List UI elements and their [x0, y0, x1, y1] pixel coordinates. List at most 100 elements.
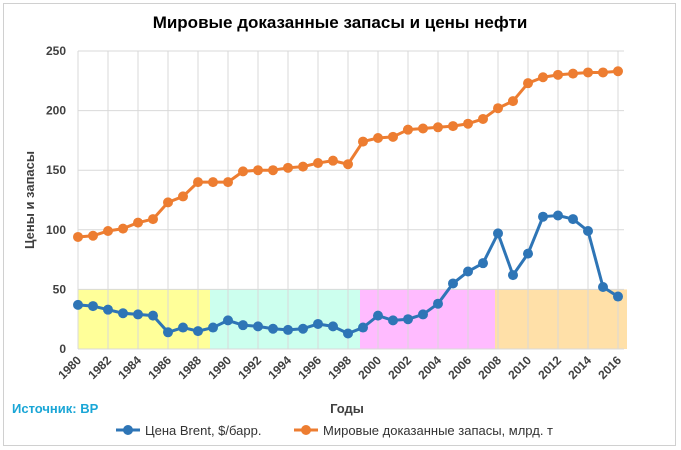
data-point: [493, 228, 503, 239]
data-point: [478, 113, 488, 124]
data-point: [298, 323, 308, 334]
x-tick-label: 2012: [535, 353, 564, 382]
data-point: [463, 266, 473, 277]
data-point: [388, 131, 398, 142]
data-point: [103, 304, 113, 315]
x-tick-label: 1988: [175, 353, 204, 382]
data-point: [358, 322, 368, 333]
data-point: [163, 327, 173, 338]
data-point: [238, 320, 248, 331]
data-point: [493, 103, 503, 114]
data-point: [448, 278, 458, 289]
data-point: [313, 158, 323, 169]
data-point: [253, 321, 263, 332]
y-tick-label: 0: [59, 342, 66, 356]
x-tick-label: 1990: [205, 353, 234, 382]
gridlines: [77, 50, 624, 350]
background-band-4: [495, 289, 627, 349]
background-bands: [78, 289, 627, 349]
x-tick-label: 1984: [115, 353, 144, 382]
data-point: [598, 282, 608, 293]
x-tick-label: 1994: [265, 353, 294, 382]
data-point: [88, 301, 98, 312]
data-point: [538, 211, 548, 222]
data-point: [148, 310, 158, 321]
data-point: [403, 124, 413, 135]
legend-item-2: Мировые доказанные запасы, млрд. т: [294, 423, 553, 438]
data-point: [463, 118, 473, 129]
data-point: [343, 159, 353, 170]
data-point: [283, 162, 293, 173]
x-tick-label: 2016: [595, 353, 624, 382]
data-point: [553, 210, 563, 221]
source-note: Источник: BP: [12, 401, 99, 416]
data-point: [223, 177, 233, 188]
data-point: [373, 133, 383, 144]
x-tick-label: 1992: [235, 353, 264, 382]
background-band-3: [360, 289, 495, 349]
y-tick-label: 250: [46, 44, 66, 58]
data-point: [418, 309, 428, 320]
x-tick-label: 2010: [505, 353, 534, 382]
y-tick-label: 50: [53, 282, 67, 296]
data-point: [208, 177, 218, 188]
series-layer: [73, 66, 623, 339]
data-point: [328, 155, 338, 166]
x-tick-label: 2008: [475, 353, 504, 382]
chart-title: Мировые доказанные запасы и цены нефти: [153, 13, 528, 32]
data-point: [148, 214, 158, 225]
data-point: [358, 136, 368, 147]
x-tick-label: 1996: [295, 353, 324, 382]
background-band-2: [210, 289, 360, 349]
y-tick-label: 150: [46, 163, 66, 177]
x-tick-label: 2002: [385, 353, 414, 382]
data-point: [418, 123, 428, 134]
data-point: [343, 328, 353, 339]
legend-item-1: Цена Brent, $/барр.: [116, 423, 261, 438]
data-point: [448, 121, 458, 132]
y-axis-label: Цены и запасы: [22, 151, 37, 249]
data-point: [223, 315, 233, 326]
x-tick-label: 2000: [355, 353, 384, 382]
data-point: [328, 321, 338, 332]
background-band-1: [78, 289, 210, 349]
data-point: [613, 291, 623, 302]
series-2: [73, 66, 623, 242]
data-point: [538, 72, 548, 83]
legend: Цена Brent, $/барр. Мировые доказанные за…: [116, 423, 553, 438]
data-point: [523, 78, 533, 89]
data-point: [283, 324, 293, 335]
legend-marker: [123, 425, 133, 435]
data-point: [73, 231, 83, 242]
data-point: [268, 165, 278, 176]
x-axis-ticks: 1980 1982 1984 1986 1988 1990 1992 1994 1996 1998…: [55, 353, 624, 382]
data-point: [88, 230, 98, 241]
data-point: [433, 122, 443, 133]
data-point: [238, 166, 248, 177]
y-tick-label: 100: [46, 223, 66, 237]
data-point: [103, 225, 113, 236]
legend-marker: [301, 425, 311, 435]
data-point: [508, 96, 518, 107]
series-1: [73, 210, 623, 339]
oil-chart: Мировые доказанные запасы и цены нефти 0…: [12, 13, 627, 438]
x-tick-label: 2004: [415, 353, 444, 382]
data-point: [178, 322, 188, 333]
data-point: [583, 67, 593, 78]
data-point: [598, 67, 608, 78]
data-point: [313, 318, 323, 329]
data-point: [253, 165, 263, 176]
legend-label: Цена Brent, $/барр.: [145, 423, 261, 438]
x-tick-label: 1986: [145, 353, 174, 382]
data-point: [193, 326, 203, 337]
x-tick-label: 1980: [55, 353, 84, 382]
data-point: [208, 322, 218, 333]
data-point: [73, 299, 83, 310]
data-point: [613, 66, 623, 77]
chart-frame: Мировые доказанные запасы и цены нефти 0…: [3, 3, 676, 446]
data-point: [118, 223, 128, 234]
data-point: [583, 225, 593, 236]
data-point: [523, 248, 533, 259]
data-point: [433, 298, 443, 309]
data-point: [568, 214, 578, 225]
